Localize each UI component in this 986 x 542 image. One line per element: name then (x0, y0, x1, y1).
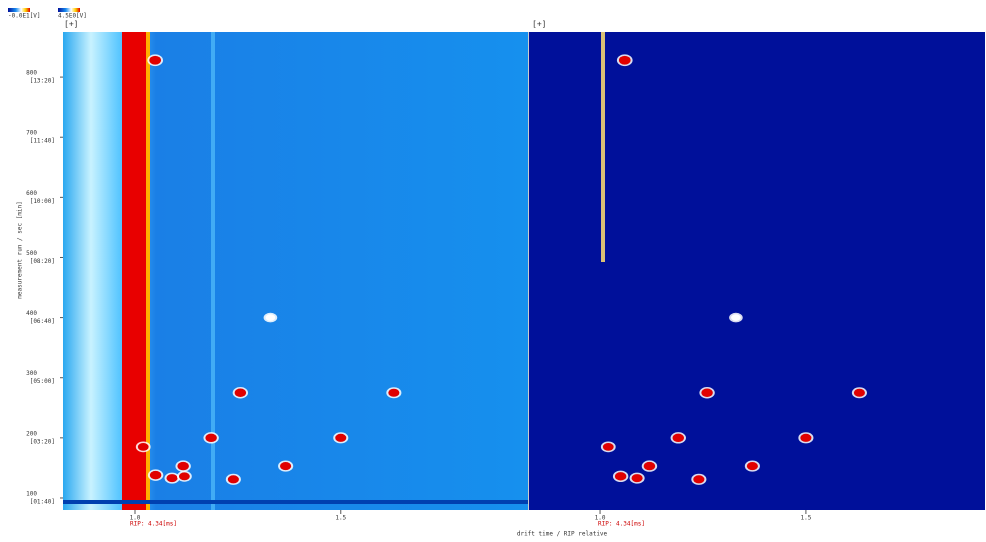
spot (701, 388, 713, 397)
y-tick-label: 300 (26, 370, 37, 377)
spot (234, 388, 247, 397)
spot (149, 470, 162, 480)
x-tick-label: 1.0 (595, 515, 606, 522)
y-tick-label: 600 (26, 190, 37, 197)
y-tick-label: 700 (26, 130, 37, 137)
spot (602, 442, 614, 451)
spot (388, 388, 400, 397)
spot (205, 433, 217, 443)
y-tick-sublabel: [05:00] (30, 378, 55, 385)
y-tick-label: 400 (26, 310, 37, 317)
y-tick-label: 200 (26, 430, 37, 437)
spot (746, 462, 758, 471)
spot (227, 475, 239, 484)
spot (137, 442, 149, 451)
rip-label: RIP: 4.34[ms] (130, 521, 177, 528)
spot (166, 474, 178, 483)
panel-background (528, 32, 985, 510)
colorbar (8, 8, 30, 12)
y-tick-sublabel: [03:20] (30, 438, 55, 445)
y-tick-sublabel: [13:20] (30, 78, 55, 85)
y-tick-sublabel: [08:20] (30, 258, 55, 265)
spot (177, 461, 189, 471)
rip-streak (601, 32, 605, 262)
spot (618, 55, 631, 65)
spot (335, 433, 347, 442)
spot (800, 433, 812, 442)
streak (211, 32, 215, 510)
y-tick-label: 800 (26, 70, 37, 77)
rip-label: RIP: 4.34[ms] (598, 521, 645, 528)
y-tick-label: 100 (26, 490, 37, 497)
y-tick-label: 500 (26, 250, 37, 257)
colorbar-label: 4.5E0[V] (58, 13, 87, 20)
spot (631, 474, 643, 483)
panel-label: [+] (64, 20, 78, 29)
x-tick-label: 1.5 (800, 515, 811, 522)
spot (693, 475, 705, 484)
spot (178, 472, 190, 481)
x-tick-label: 1.5 (335, 515, 346, 522)
spot (731, 314, 741, 321)
colorbar-label: -0.0E1[V] (8, 13, 41, 20)
y-axis-title: measurement run / sec [min] (17, 201, 24, 299)
spot (265, 314, 276, 321)
colorbar (58, 8, 80, 12)
y-tick-sublabel: [11:40] (30, 138, 55, 145)
panel-label: [+] (532, 20, 546, 29)
y-tick-sublabel: [06:40] (30, 318, 55, 325)
x-axis-title: drift time / RIP relative (517, 531, 608, 538)
spot (280, 462, 292, 471)
spot (149, 55, 162, 65)
x-tick-label: 1.0 (130, 515, 141, 522)
streak (63, 500, 528, 504)
spot (672, 433, 684, 443)
spot (643, 461, 656, 471)
rip-edge (146, 32, 150, 510)
rip-band (122, 32, 146, 510)
y-tick-sublabel: [10:00] (30, 198, 55, 205)
y-tick-sublabel: [01:40] (30, 498, 55, 505)
panel-divider (528, 32, 529, 510)
spot (614, 472, 627, 481)
spot (853, 388, 865, 397)
